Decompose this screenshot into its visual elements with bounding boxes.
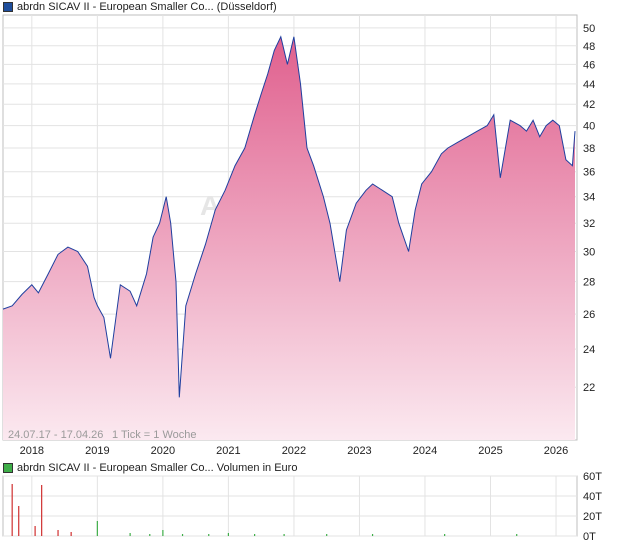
volume-grid [3,475,577,537]
date-range-label: 24.07.17 - 17.04.26 [8,429,103,441]
price-y-tick-label: 32 [583,218,595,230]
price-area [3,36,575,441]
price-y-tick-label: 36 [583,167,595,179]
price-x-tick-label: 2018 [20,445,44,457]
volume-y-tick-label: 60T [583,471,602,483]
volume-y-tick-label: 20T [583,511,602,523]
price-x-tick-label: 2020 [151,445,175,457]
volume-y-ticks: 0T 20T 40T 60T [583,471,602,543]
volume-legend: abrdn SICAV II - European Smaller Co... … [3,461,297,475]
volume-y-tick-label: 0T [583,531,596,543]
price-y-tick-label: 50 [583,23,595,35]
price-x-tick-label: 2021 [216,445,240,457]
price-y-tick-label: 26 [583,309,595,321]
price-x-tick-label: 2019 [85,445,109,457]
price-line [2,35,576,398]
price-y-tick-label: 48 [583,41,595,53]
price-x-tick-label: 2022 [282,445,306,457]
tick-note-label: 1 Tick = 1 Woche [112,429,196,441]
price-y-tick-label: 40 [583,121,595,133]
price-y-tick-label: 30 [583,246,595,258]
price-y-tick-label: 46 [583,59,595,71]
price-y-tick-label: 34 [583,192,595,204]
price-x-tick-label: 2025 [478,445,502,457]
price-y-tick-label: 44 [583,79,595,91]
volume-bars [11,484,518,536]
volume-legend-swatch [3,463,13,473]
price-x-ticks: 2018 2019 2020 2021 2022 2023 2024 2025 2026 [20,445,569,457]
price-y-tick-label: 38 [583,143,595,155]
price-y-tick-label: 28 [583,277,595,289]
price-x-tick-label: 2023 [347,445,371,457]
price-x-tick-label: 2024 [413,445,437,457]
price-x-tick-label: 2026 [544,445,568,457]
price-legend-swatch [3,2,13,12]
price-y-tick-label: 42 [583,99,595,111]
price-y-tick-label: 24 [583,344,595,356]
price-y-ticks: 22 24 26 28 30 32 34 36 38 40 42 44 46 48 50 [583,23,595,394]
price-y-tick-label: 22 [583,382,595,394]
volume-legend-label: abrdn SICAV II - European Smaller Co... … [17,462,298,474]
volume-y-tick-label: 40T [583,491,602,503]
price-legend-label: abrdn SICAV II - European Smaller Co... … [17,1,277,13]
price-legend: abrdn SICAV II - European Smaller Co... … [3,0,277,14]
